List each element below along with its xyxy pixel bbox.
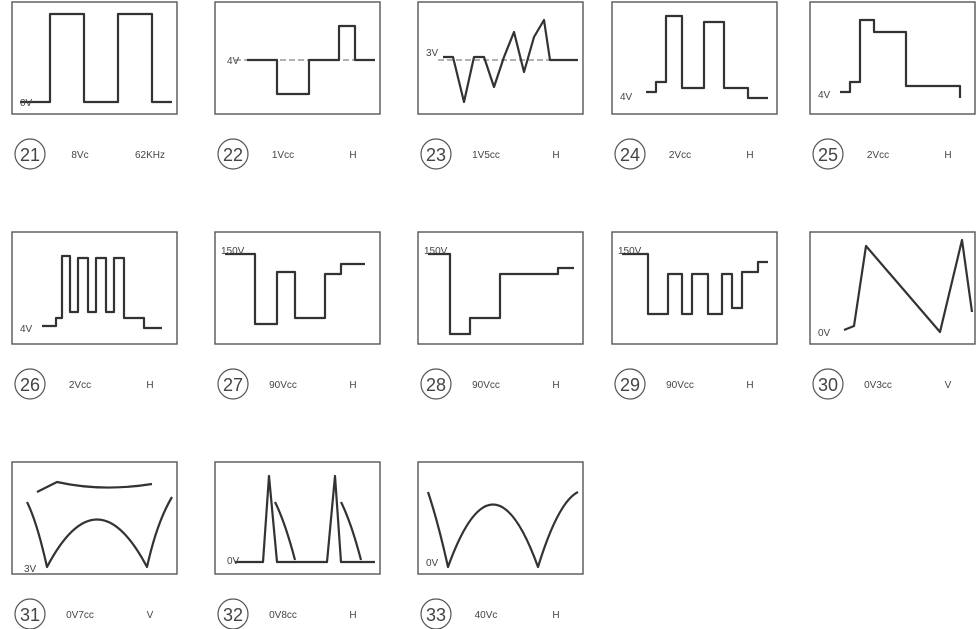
level-label: 4V [818, 90, 831, 101]
timebase: H [552, 380, 559, 391]
figure-number: 28 [426, 375, 446, 395]
amplitude: 0V7cc [66, 610, 94, 621]
amplitude: 2Vcc [669, 150, 691, 161]
waveform-panel: 3V 23 1V5cc H [418, 2, 583, 169]
timebase: H [944, 150, 951, 161]
waveform-panel: 4V 24 2Vcc H [612, 2, 777, 169]
figure-number: 29 [620, 375, 640, 395]
level-label: 150V [424, 246, 448, 257]
waveform-panel: 150V 29 90Vcc H [612, 232, 777, 399]
amplitude: 8Vc [71, 150, 88, 161]
timebase: H [552, 150, 559, 161]
waveform-panel: 4V 26 2Vcc H [12, 232, 177, 399]
level-label: 4V [20, 324, 33, 335]
waveform-panel: 150V 27 90Vcc H [215, 232, 380, 399]
timebase: H [552, 610, 559, 621]
amplitude: 90Vcc [472, 380, 500, 391]
waveform-panel: 0V 33 40Vc H [418, 462, 583, 629]
scope-frame [810, 2, 975, 114]
timebase: H [349, 610, 356, 621]
amplitude: 2Vcc [69, 380, 91, 391]
page: 0V 21 8Vc 62KHz 4V 22 1Vcc H 3V 23 1V5cc H 4V 24 2Vcc H… [0, 0, 978, 629]
amplitude: 0V3cc [864, 380, 892, 391]
figure-number: 23 [426, 145, 446, 165]
amplitude: 90Vcc [269, 380, 297, 391]
level-label: 3V [426, 48, 439, 59]
waveform-panel: 4V 25 2Vcc H [810, 2, 975, 169]
level-label: 4V [227, 56, 240, 67]
timebase: H [349, 150, 356, 161]
amplitude: 1Vcc [272, 150, 294, 161]
level-label: 0V [20, 98, 33, 109]
waveform-panel: 4V 22 1Vcc H [215, 2, 380, 169]
figure-number: 25 [818, 145, 838, 165]
level-label: 4V [620, 92, 633, 103]
level-label: 3V [24, 564, 37, 575]
figure-number: 31 [20, 605, 40, 625]
timebase: H [146, 380, 153, 391]
amplitude: 0V8cc [269, 610, 297, 621]
scope-frame [12, 462, 177, 574]
timebase: 62KHz [135, 150, 165, 161]
amplitude: 1V5cc [472, 150, 500, 161]
timebase: V [945, 380, 952, 391]
figure-number: 21 [20, 145, 40, 165]
waveform-panel: 0V 30 0V3cc V [810, 232, 975, 399]
level-label: 150V [618, 246, 642, 257]
level-label: 0V [426, 558, 439, 569]
figure-number: 26 [20, 375, 40, 395]
waveform-panel: 150V 28 90Vcc H [418, 232, 583, 399]
level-label: 150V [221, 246, 245, 257]
figure-number: 33 [426, 605, 446, 625]
timebase: H [746, 150, 753, 161]
figure-number: 30 [818, 375, 838, 395]
figure-number: 32 [223, 605, 243, 625]
level-label: 0V [227, 556, 240, 567]
waveform-sheet: 0V 21 8Vc 62KHz 4V 22 1Vcc H 3V 23 1V5cc H 4V 24 2Vcc H… [0, 0, 978, 629]
amplitude: 40Vc [475, 610, 498, 621]
timebase: V [147, 610, 154, 621]
level-label: 0V [818, 328, 831, 339]
waveform-panel: 3V 31 0V7cc V [12, 462, 177, 629]
timebase: H [746, 380, 753, 391]
waveform-panel: 0V 21 8Vc 62KHz [12, 2, 177, 169]
figure-number: 22 [223, 145, 243, 165]
figure-number: 27 [223, 375, 243, 395]
amplitude: 2Vcc [867, 150, 889, 161]
amplitude: 90Vcc [666, 380, 694, 391]
timebase: H [349, 380, 356, 391]
scope-frame [418, 2, 583, 114]
waveform-panel: 0V 32 0V8cc H [215, 462, 380, 629]
figure-number: 24 [620, 145, 640, 165]
scope-frame [215, 462, 380, 574]
scope-frame [418, 462, 583, 574]
